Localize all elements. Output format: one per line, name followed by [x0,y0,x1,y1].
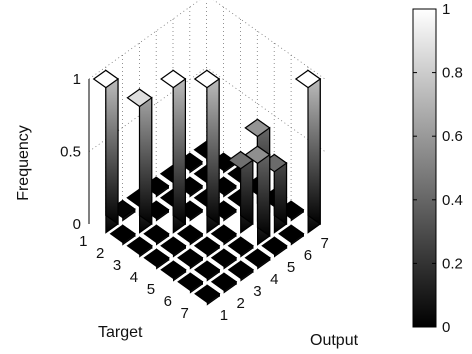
bar [177,272,204,294]
bar [176,224,204,246]
bar [143,224,170,246]
z-tick-label: 1 [73,71,81,88]
bar [277,200,305,222]
bar [109,224,136,246]
bar [177,248,204,270]
x-axis-label: Target [98,324,143,341]
colorbar-tick-label: 0 [442,319,450,336]
x-tick-label: 3 [113,257,121,274]
colorbar-tick-label: 0.8 [442,65,463,82]
x-tick-label: 7 [181,305,189,322]
bar [193,69,221,234]
y-tick-label: 7 [321,235,329,252]
bar [193,236,221,258]
bar [160,236,187,258]
bar [227,150,254,234]
bar [143,248,170,270]
z-axis-label: Frequency [15,125,32,201]
x-tick-label: 2 [96,245,104,262]
bar [194,284,221,306]
colorbar-tick-label: 0.2 [442,255,463,272]
bar [261,153,288,234]
colorbar: 0 0.2 0.4 0.6 0.8 1 [412,1,463,336]
bar [210,248,238,270]
bar [278,224,305,246]
grid-top-edge [88,0,326,80]
bar [160,260,187,282]
grid-line [88,67,326,152]
colorbar-tick-label: 0.4 [442,192,463,209]
bar [244,145,271,246]
colorbar-tick-label: 1 [442,1,450,18]
x-tick-label: 1 [79,233,87,250]
bar [126,88,153,234]
y-tick-label: 1 [220,307,228,324]
z-tick-label: 0 [73,216,81,233]
bar [92,69,120,234]
bar [126,236,153,258]
bar [244,248,271,270]
colorbar-tick-label: 0.6 [442,128,463,145]
bar [210,224,238,246]
bar [160,69,187,234]
y-tick-label: 4 [270,271,278,288]
bar [261,236,288,258]
z-tick-label: 0.5 [60,144,81,161]
bar [210,272,238,294]
colorbar-gradient [412,8,437,328]
y-tick-label: 2 [237,295,245,312]
bar [227,260,255,282]
y-tick-label: 6 [304,247,312,264]
bar [193,260,221,282]
x-tick-label: 6 [164,293,172,310]
y-tick-label: 3 [253,283,261,300]
bar [294,69,322,234]
x-tick-label: 5 [147,281,155,298]
bars [92,69,322,246]
y-axis-label: Output [310,332,359,349]
bar [227,236,254,258]
x-tick-label: 4 [130,269,138,286]
y-tick-label: 5 [287,259,295,276]
